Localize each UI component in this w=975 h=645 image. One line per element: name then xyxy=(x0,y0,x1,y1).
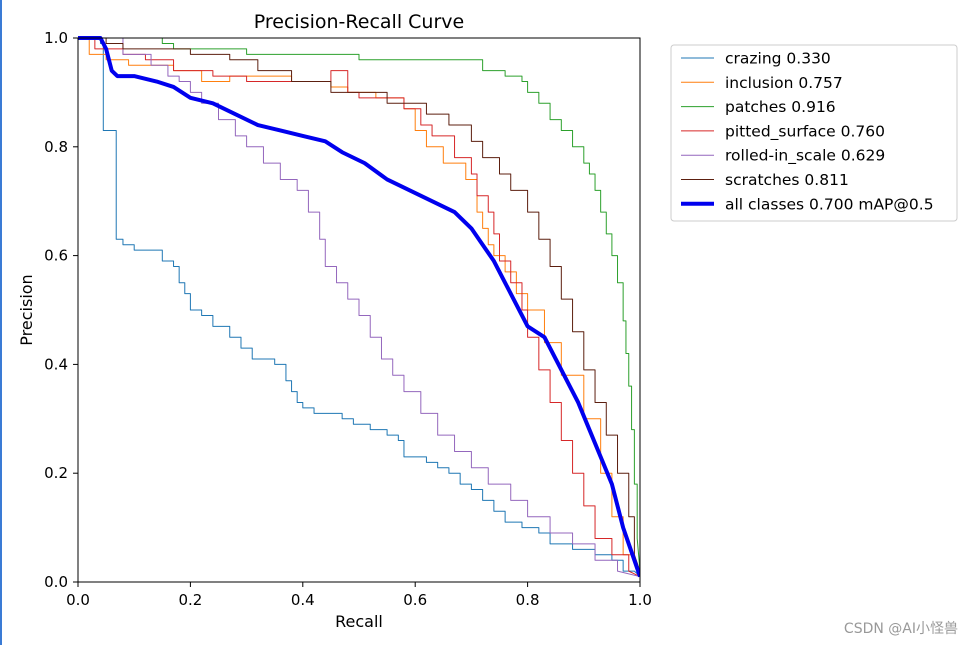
y-tick-label: 0.4 xyxy=(44,355,68,373)
watermark: CSDN @AI小怪兽 xyxy=(844,621,958,637)
series-line-5 xyxy=(78,37,640,572)
x-tick-label: 0.4 xyxy=(291,591,315,609)
series-line-6 xyxy=(78,36,640,578)
y-tick-label: 0.6 xyxy=(44,247,68,265)
x-tick-label: 0.0 xyxy=(66,591,90,609)
series-line-4 xyxy=(78,37,640,578)
chart-title: Precision-Recall Curve xyxy=(254,11,464,33)
legend-label-6: all classes 0.700 mAP@0.5 xyxy=(725,195,934,213)
x-tick-label: 0.6 xyxy=(403,591,427,609)
plot-area xyxy=(77,36,641,583)
legend-box xyxy=(670,44,958,222)
legend: crazing 0.330 inclusion 0.757 patches 0.91… xyxy=(670,44,958,222)
y-tick-label: 1.0 xyxy=(44,29,68,47)
legend-label-5: scratches 0.811 xyxy=(725,171,849,189)
x-tick-label: 0.8 xyxy=(516,591,540,609)
y-axis-label: Precision xyxy=(17,274,36,345)
y-tick-label: 0.8 xyxy=(44,138,68,156)
x-tick-label: 0.2 xyxy=(178,591,202,609)
series-line-0 xyxy=(78,37,640,577)
series-line-1 xyxy=(78,37,640,577)
legend-label-4: rolled-in_scale 0.629 xyxy=(725,147,885,166)
x-axis-label: Recall xyxy=(335,612,383,631)
y-tick-label: 0.2 xyxy=(44,464,68,482)
x-tick-label: 1.0 xyxy=(628,591,652,609)
legend-label-0: crazing 0.330 xyxy=(725,50,831,68)
series-line-3 xyxy=(78,37,640,578)
window-left-edge xyxy=(0,0,2,645)
y-tick-label: 0.0 xyxy=(44,573,68,591)
axis-ticks: 0.0 0.2 0.4 0.6 0.8 1.0 0.0 0.2 0.4 0.6 0.8 1.0 xyxy=(44,29,652,609)
plot-frame xyxy=(77,37,641,583)
legend-label-3: pitted_surface 0.760 xyxy=(725,122,885,141)
legend-label-1: inclusion 0.757 xyxy=(725,74,843,92)
series-line-2 xyxy=(78,37,640,572)
legend-label-2: patches 0.916 xyxy=(725,98,836,116)
